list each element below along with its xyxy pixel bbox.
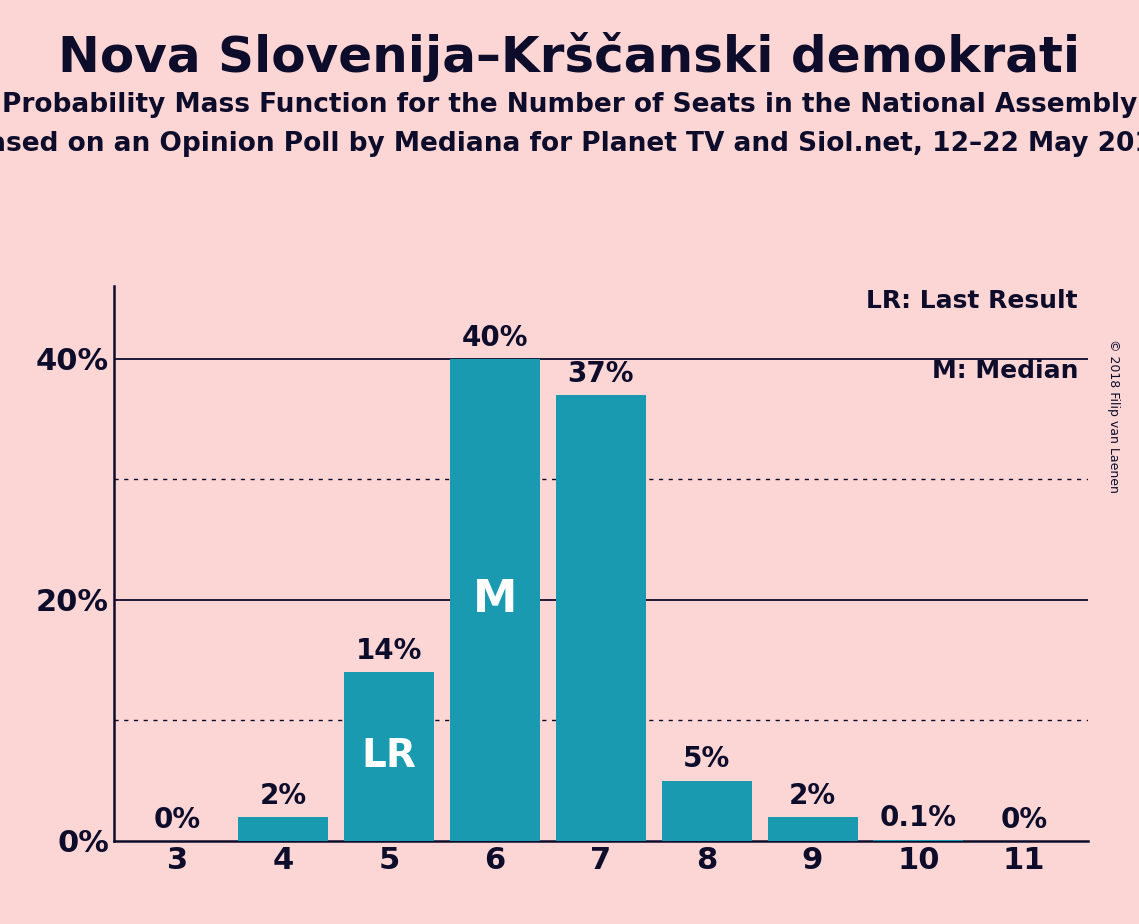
- Bar: [450, 359, 540, 841]
- Bar: [344, 672, 434, 841]
- Text: Nova Slovenija–Krščanski demokrati: Nova Slovenija–Krščanski demokrati: [58, 32, 1081, 82]
- Bar: [662, 781, 752, 841]
- Text: 0.1%: 0.1%: [880, 805, 957, 833]
- Text: Probability Mass Function for the Number of Seats in the National Assembly: Probability Mass Function for the Number…: [2, 92, 1137, 118]
- Bar: [768, 817, 858, 841]
- Bar: [238, 817, 328, 841]
- Text: M: M: [473, 578, 517, 621]
- Text: 0%: 0%: [154, 806, 200, 833]
- Text: Based on an Opinion Poll by Mediana for Planet TV and Siol.net, 12–22 May 2018: Based on an Opinion Poll by Mediana for …: [0, 131, 1139, 157]
- Text: 40%: 40%: [461, 323, 528, 351]
- Text: 37%: 37%: [567, 359, 634, 388]
- Text: 2%: 2%: [260, 782, 306, 809]
- Bar: [874, 840, 964, 841]
- Text: 0%: 0%: [1001, 806, 1048, 833]
- Text: 14%: 14%: [355, 637, 423, 665]
- Text: 2%: 2%: [789, 782, 836, 809]
- Bar: [556, 395, 646, 841]
- Text: LR: LR: [362, 737, 417, 775]
- Text: © 2018 Filip van Laenen: © 2018 Filip van Laenen: [1107, 339, 1121, 492]
- Text: M: Median: M: Median: [932, 359, 1077, 383]
- Text: 5%: 5%: [683, 746, 730, 773]
- Text: LR: Last Result: LR: Last Result: [867, 289, 1077, 313]
